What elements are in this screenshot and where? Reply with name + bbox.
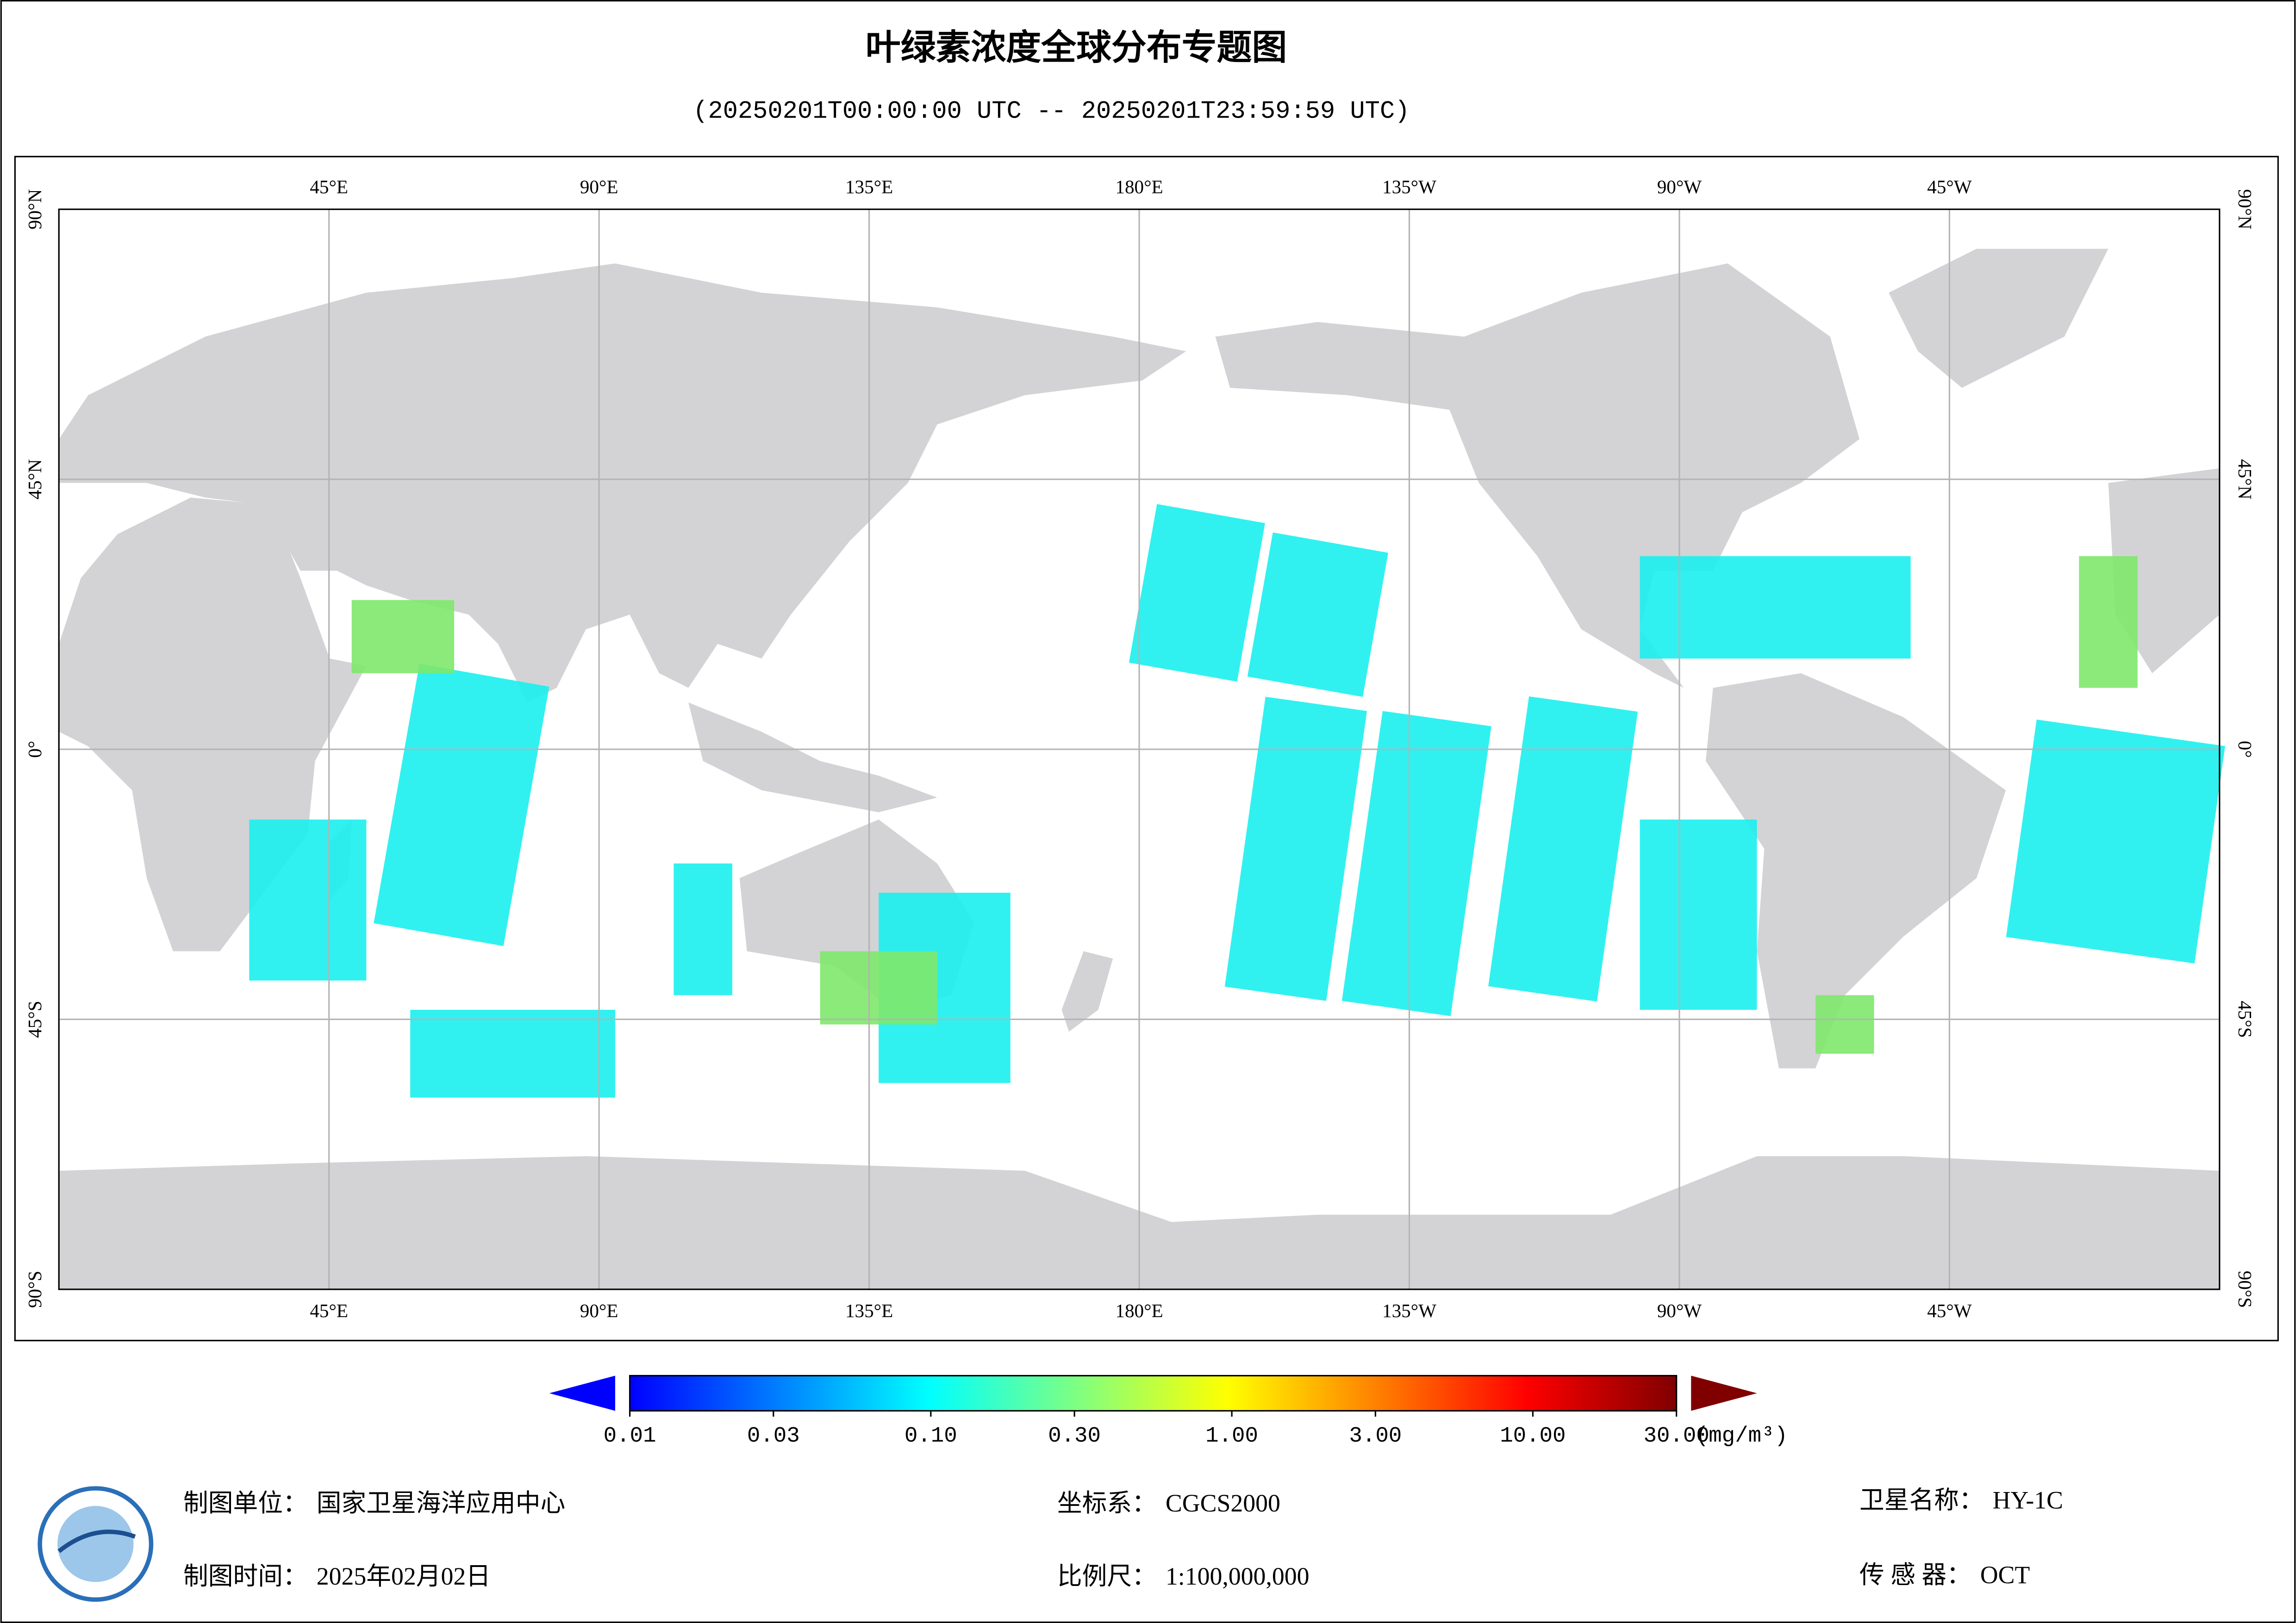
lon-label-top: 45°W xyxy=(1927,176,1972,197)
footer-label: 制图单位： xyxy=(183,1489,308,1517)
land xyxy=(59,263,1186,703)
land xyxy=(1705,673,2006,1069)
footer-label: 卫星名称： xyxy=(1859,1486,1984,1514)
land xyxy=(1061,951,1113,1032)
footer-value: CGCS2000 xyxy=(1166,1489,1280,1517)
colorbar-over-arrow xyxy=(1691,1375,1757,1411)
colorbar-tick-label: 3.00 xyxy=(1349,1424,1402,1449)
lat-label-left: 45°N xyxy=(24,459,45,499)
colorbar-ramp xyxy=(629,1374,1678,1412)
lon-label-bottom: 180°E xyxy=(1115,1300,1163,1321)
chlorophyll-swaths xyxy=(249,504,2225,1098)
footer-time: 制图时间： 2025年02月02日 xyxy=(183,1562,491,1590)
colorbar-tick-label: 0.10 xyxy=(905,1424,957,1449)
footer-value: 国家卫星海洋应用中心 xyxy=(317,1489,566,1517)
colorbar-tick-label: 30.00 xyxy=(1643,1424,1709,1449)
footer-label: 传 感 器： xyxy=(1859,1561,1972,1589)
map: 45°E 45°E 90°E 90°E 135°E 135°E 180°E 180°E 135°… xyxy=(24,176,2256,1321)
lat-label-right: 90°S xyxy=(2234,1271,2256,1308)
lat-label-left: 90°N xyxy=(24,189,45,230)
colorbar-under-arrow xyxy=(549,1375,615,1411)
footer-unit: 制图单位： 国家卫星海洋应用中心 xyxy=(183,1489,565,1517)
colorbar-tick-label: 0.30 xyxy=(1048,1424,1101,1449)
colorbar-unit: (mg/m³) xyxy=(1696,1424,1788,1449)
lon-label-bottom: 90°W xyxy=(1657,1300,1702,1321)
land xyxy=(1215,263,1859,688)
graticule: 45°E 45°E 90°E 90°E 135°E 135°E 180°E 180°E 135°… xyxy=(24,176,2256,1321)
lat-label-left: 0° xyxy=(24,741,45,758)
footer-crs: 坐标系： CGCS2000 xyxy=(1057,1489,1280,1517)
title: 叶绿素浓度全球分布专题图 xyxy=(866,27,1287,68)
footer-value: 1:100,000,000 xyxy=(1166,1562,1310,1590)
lat-label-left: 45°S xyxy=(24,1001,45,1038)
lon-label-top: 135°W xyxy=(1382,176,1436,197)
lon-label-bottom: 45°E xyxy=(310,1300,348,1321)
colorbar: (mg/m³) 0.01 0.03 0.10 0.30 1.00 3.00 10.00 30.… xyxy=(549,1374,1788,1449)
lon-label-top: 90°W xyxy=(1657,176,1702,197)
lat-label-right: 45°N xyxy=(2234,459,2256,499)
lon-label-top: 135°E xyxy=(845,176,893,197)
lon-label-top: 180°E xyxy=(1115,176,1163,197)
colorbar-tick-label: 10.00 xyxy=(1500,1424,1566,1449)
footer-value: OCT xyxy=(1980,1561,2030,1589)
footer-label: 制图时间： xyxy=(183,1562,308,1590)
map-border xyxy=(58,208,2221,1290)
lat-label-left: 90°S xyxy=(24,1271,45,1308)
footer-value: HY-1C xyxy=(1993,1486,2063,1514)
land xyxy=(1889,249,2109,388)
subtitle: (20250201T00:00:00 UTC -- 20250201T23:59… xyxy=(693,98,1410,126)
footer-sensor: 传 感 器： OCT xyxy=(1859,1561,2030,1589)
lon-label-top: 90°E xyxy=(580,176,618,197)
colorbar-tick-label: 0.01 xyxy=(604,1424,656,1449)
map-frame xyxy=(14,155,2279,1342)
footer-label: 比例尺： xyxy=(1057,1562,1157,1590)
logo xyxy=(37,1486,154,1602)
colorbar-tick-label: 1.00 xyxy=(1205,1424,1258,1449)
lon-label-top: 45°E xyxy=(310,176,348,197)
footer-scale: 比例尺： 1:100,000,000 xyxy=(1057,1562,1310,1590)
footer-label: 坐标系： xyxy=(1057,1489,1157,1517)
footer-value: 2025年02月02日 xyxy=(317,1562,491,1590)
lat-label-right: 0° xyxy=(2234,741,2256,758)
colorbar-tick-label: 0.03 xyxy=(747,1424,800,1449)
lat-label-right: 45°S xyxy=(2234,1001,2256,1038)
lat-label-right: 90°N xyxy=(2234,189,2256,230)
lon-label-bottom: 45°W xyxy=(1927,1300,1972,1321)
lon-label-bottom: 135°W xyxy=(1382,1300,1436,1321)
lon-label-bottom: 135°E xyxy=(845,1300,893,1321)
lon-label-bottom: 90°E xyxy=(580,1300,618,1321)
land xyxy=(688,702,937,813)
footer-satellite: 卫星名称： HY-1C xyxy=(1859,1486,2063,1514)
